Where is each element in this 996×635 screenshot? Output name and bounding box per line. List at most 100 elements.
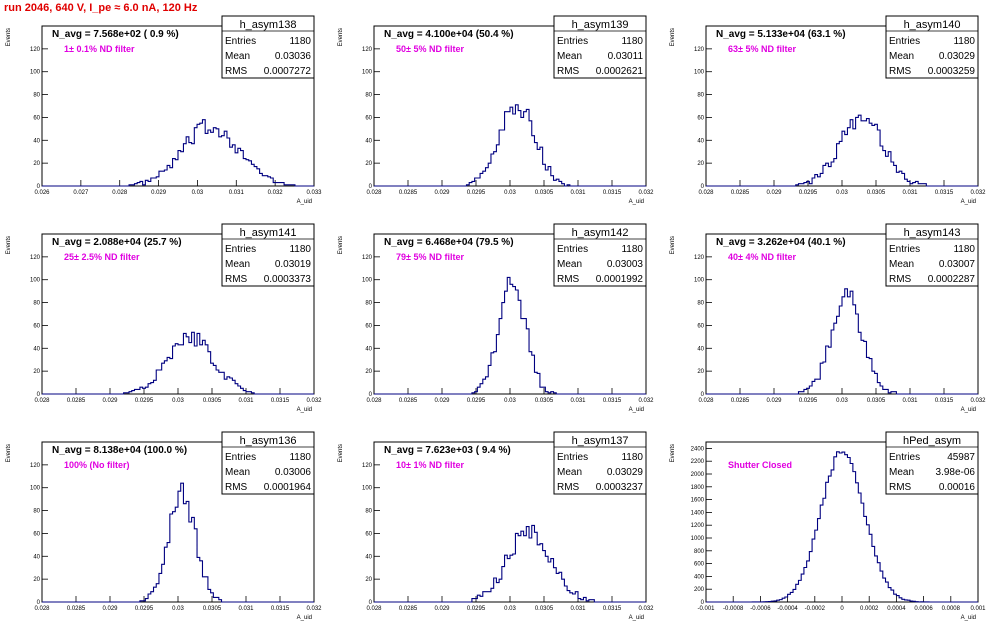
x-tick-label: 0.0295	[135, 398, 154, 404]
x-tick-label: 0.0305	[203, 398, 222, 404]
navg-label: N_avg = 5.133e+04 (63.1 %)	[716, 29, 846, 40]
x-tick-label: 0.0285	[731, 398, 750, 404]
stats-key: Mean	[557, 467, 582, 478]
filter-label: 63± 5% ND filter	[728, 44, 796, 54]
y-tick-label: 120	[30, 47, 41, 53]
x-axis-label: A_uid	[297, 615, 312, 621]
y-tick-label: 100	[30, 278, 41, 284]
stats-value: 0.03019	[275, 259, 312, 270]
y-tick-label: 60	[697, 115, 704, 121]
y-tick-label: 80	[33, 93, 40, 99]
x-axis-label: A_uid	[961, 407, 976, 413]
stats-key: Entries	[225, 244, 256, 255]
y-tick-label: 80	[365, 301, 372, 307]
y-axis-label: Events	[670, 236, 676, 254]
y-tick-label: 60	[33, 531, 40, 537]
y-tick-label: 400	[694, 574, 705, 580]
x-tick-label: 0.028	[366, 606, 382, 612]
histogram-panel-h_asym136: 0 20 40 60 80 100 120 0.028 0.0285 0.029 0.0295 0.0…	[0, 428, 332, 635]
y-axis-label: Events	[6, 236, 12, 254]
y-tick-label: 1600	[691, 498, 705, 504]
y-tick-label: 120	[362, 463, 373, 469]
stats-value: 0.03003	[607, 259, 644, 270]
x-tick-label: 0.0315	[271, 606, 290, 612]
x-tick-label: 0.0305	[203, 606, 222, 612]
x-tick-label: 0.032	[638, 398, 654, 404]
y-tick-label: 0	[369, 184, 373, 190]
x-tick-label: 0.031	[570, 606, 586, 612]
y-tick-label: 60	[33, 323, 40, 329]
x-tick-label: 0	[840, 606, 844, 612]
stats-key: Mean	[225, 467, 250, 478]
x-tick-label: 0.028	[34, 398, 50, 404]
y-tick-label: 20	[697, 161, 704, 167]
stats-title: h_asym140	[904, 19, 961, 31]
y-tick-label: 0	[701, 600, 705, 606]
x-tick-label: 0.0285	[399, 398, 418, 404]
x-tick-label: 0.0285	[731, 190, 750, 196]
y-axis-label: Events	[6, 28, 12, 46]
stats-value: 0.0007272	[264, 66, 312, 77]
navg-label: N_avg = 4.100e+04 (50.4 %)	[384, 29, 514, 40]
stats-box	[885, 223, 979, 287]
stats-key: RMS	[557, 274, 580, 285]
stats-title: h_asym143	[904, 227, 961, 239]
stats-value: 0.0003259	[928, 66, 976, 77]
x-axis-label: A_uid	[297, 199, 312, 205]
y-tick-label: 80	[697, 93, 704, 99]
y-tick-label: 0	[37, 392, 41, 398]
y-tick-label: 40	[33, 554, 40, 560]
stats-key: RMS	[225, 482, 248, 493]
stats-title: h_asym139	[572, 19, 629, 31]
x-tick-label: 0.029	[434, 606, 450, 612]
stats-value: 3.98e-06	[936, 467, 976, 478]
stats-key: Mean	[557, 51, 582, 62]
x-tick-label: 0.029	[766, 398, 782, 404]
stats-value: 1180	[289, 452, 311, 463]
stats-title: h_asym141	[240, 227, 297, 239]
stats-title: h_asym138	[240, 19, 297, 31]
histogram-svg: 0 20 40 60 80 100 120 0.028 0.0285 0.029 0.0295 0.0…	[338, 223, 654, 413]
y-tick-label: 1000	[691, 536, 705, 542]
x-tick-label: 0.0305	[535, 398, 554, 404]
y-tick-label: 80	[697, 301, 704, 307]
x-tick-label: 0.0315	[935, 190, 954, 196]
y-tick-label: 60	[365, 323, 372, 329]
histogram-panel-h_asym140: 0 20 40 60 80 100 120 0.028 0.0285 0.029 0.0295 0.0…	[664, 12, 996, 219]
stats-value: 0.0002287	[928, 274, 976, 285]
x-tick-label: 0.032	[638, 606, 654, 612]
x-tick-label: -0.0006	[750, 606, 771, 612]
y-tick-label: 120	[362, 47, 373, 53]
histogram-line	[706, 114, 978, 187]
x-tick-label: 0.031	[229, 190, 245, 196]
x-tick-label: 0.0285	[67, 398, 86, 404]
x-tick-label: 0.0008	[942, 606, 961, 612]
x-tick-label: 0.029	[151, 190, 167, 196]
x-tick-label: 0.03	[504, 606, 516, 612]
x-tick-label: 0.028	[698, 190, 714, 196]
y-tick-label: 80	[365, 93, 372, 99]
x-tick-label: 0.0002	[860, 606, 879, 612]
y-tick-label: 20	[365, 161, 372, 167]
y-tick-label: 20	[33, 161, 40, 167]
histogram-svg: 0 20 40 60 80 100 120 0.028 0.0285 0.029 0.0295 0.0…	[6, 431, 322, 621]
histogram-line	[42, 331, 314, 395]
y-tick-label: 0	[37, 184, 41, 190]
x-tick-label: 0.031	[570, 398, 586, 404]
y-tick-label: 200	[694, 587, 705, 593]
y-tick-label: 120	[694, 255, 705, 261]
stats-key: Entries	[557, 36, 588, 47]
stats-value: 0.00016	[939, 482, 976, 493]
stats-key: Mean	[225, 259, 250, 270]
x-tick-label: 0.0315	[271, 398, 290, 404]
stats-value: 1180	[289, 244, 311, 255]
y-axis-label: Events	[670, 444, 676, 462]
x-axis-label: A_uid	[629, 199, 644, 205]
y-axis-label: Events	[338, 236, 344, 254]
x-tick-label: 0.027	[73, 190, 89, 196]
stats-key: Mean	[557, 259, 582, 270]
stats-box	[553, 15, 647, 79]
y-tick-label: 100	[694, 70, 705, 76]
y-tick-label: 2400	[691, 446, 705, 452]
stats-key: RMS	[557, 66, 580, 77]
